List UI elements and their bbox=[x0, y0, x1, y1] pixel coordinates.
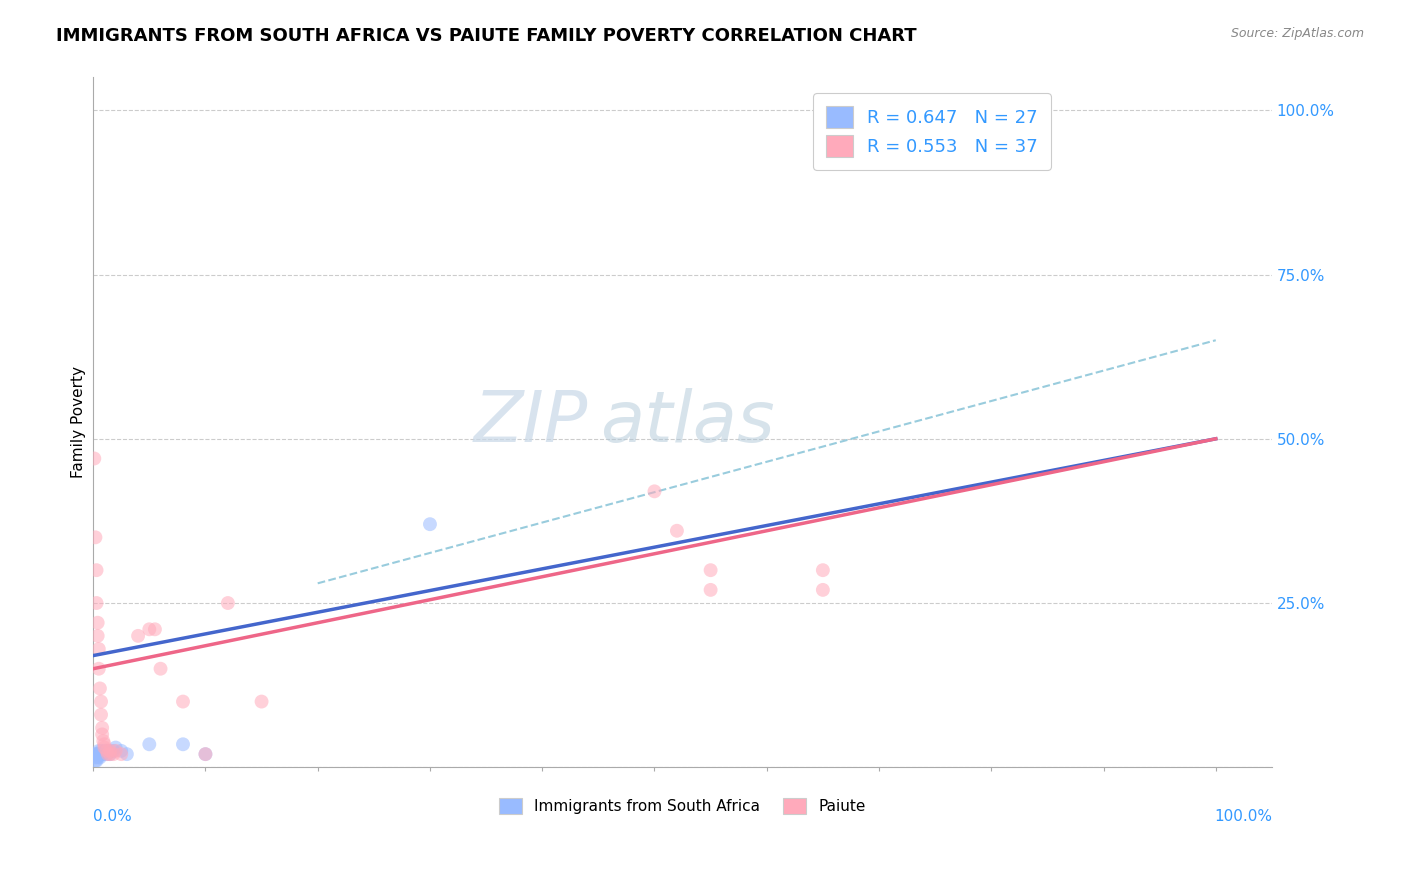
Point bbox=[138, 622, 160, 636]
Text: atlas: atlas bbox=[600, 388, 775, 457]
Point bbox=[86, 563, 108, 577]
Point bbox=[143, 622, 166, 636]
Point bbox=[84, 750, 107, 764]
Point bbox=[91, 747, 114, 761]
Text: 100.0%: 100.0% bbox=[1213, 809, 1272, 823]
Point bbox=[84, 754, 107, 768]
Point bbox=[86, 629, 108, 643]
Point bbox=[103, 747, 125, 761]
Point bbox=[98, 747, 121, 761]
Point bbox=[98, 744, 121, 758]
Point bbox=[811, 563, 834, 577]
Text: ZIP: ZIP bbox=[474, 388, 588, 457]
Point bbox=[699, 582, 721, 597]
Point bbox=[138, 737, 160, 751]
Point bbox=[86, 754, 108, 768]
Point bbox=[217, 596, 239, 610]
Point bbox=[172, 695, 194, 709]
Point bbox=[97, 747, 120, 761]
Point bbox=[194, 747, 217, 761]
Point bbox=[110, 744, 132, 758]
Point bbox=[89, 747, 111, 761]
Point bbox=[93, 744, 115, 758]
Point bbox=[172, 737, 194, 751]
Point bbox=[90, 747, 112, 761]
Point bbox=[86, 615, 108, 630]
Point bbox=[93, 737, 115, 751]
Point bbox=[643, 484, 665, 499]
Point bbox=[89, 681, 111, 696]
Point bbox=[419, 517, 441, 532]
Point bbox=[104, 740, 127, 755]
Point bbox=[127, 629, 149, 643]
Text: 0.0%: 0.0% bbox=[93, 809, 132, 823]
Point bbox=[83, 747, 105, 761]
Point bbox=[91, 747, 114, 761]
Point bbox=[86, 750, 108, 764]
Point bbox=[110, 747, 132, 761]
Point bbox=[90, 707, 112, 722]
Point bbox=[84, 530, 107, 544]
Text: Source: ZipAtlas.com: Source: ZipAtlas.com bbox=[1230, 27, 1364, 40]
Point bbox=[115, 747, 138, 761]
Text: IMMIGRANTS FROM SOUTH AFRICA VS PAIUTE FAMILY POVERTY CORRELATION CHART: IMMIGRANTS FROM SOUTH AFRICA VS PAIUTE F… bbox=[56, 27, 917, 45]
Point bbox=[86, 747, 108, 761]
Point bbox=[90, 744, 112, 758]
Point bbox=[665, 524, 688, 538]
Point bbox=[194, 747, 217, 761]
Point bbox=[250, 695, 273, 709]
Point bbox=[97, 744, 120, 758]
Point bbox=[91, 727, 114, 741]
Legend: Immigrants from South Africa, Paiute: Immigrants from South Africa, Paiute bbox=[492, 790, 873, 822]
Point bbox=[87, 744, 110, 758]
Y-axis label: Family Poverty: Family Poverty bbox=[72, 367, 86, 478]
Point bbox=[93, 740, 115, 755]
Point bbox=[87, 662, 110, 676]
Point bbox=[149, 662, 172, 676]
Point bbox=[87, 747, 110, 761]
Point bbox=[91, 721, 114, 735]
Point bbox=[96, 744, 118, 758]
Point bbox=[103, 744, 125, 758]
Point bbox=[86, 747, 108, 761]
Point bbox=[811, 582, 834, 597]
Point bbox=[86, 596, 108, 610]
Point bbox=[104, 744, 127, 758]
Point bbox=[699, 563, 721, 577]
Point bbox=[83, 451, 105, 466]
Point bbox=[96, 747, 118, 761]
Point bbox=[90, 695, 112, 709]
Point bbox=[89, 750, 111, 764]
Point bbox=[98, 747, 121, 761]
Point bbox=[87, 642, 110, 657]
Point bbox=[91, 734, 114, 748]
